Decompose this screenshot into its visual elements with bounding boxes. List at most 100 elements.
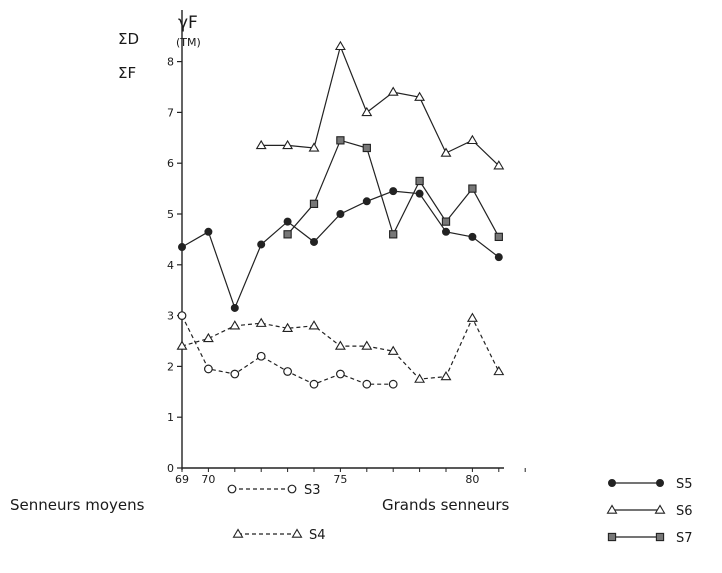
legend-marker-start (227, 484, 237, 494)
legend-marker-start (607, 532, 617, 542)
data-point (361, 106, 373, 117)
data-point (336, 136, 345, 145)
data-point (283, 230, 292, 239)
x-tick-label: 70 (201, 473, 215, 486)
data-point (178, 243, 186, 252)
data-point (389, 187, 398, 196)
data-point (309, 199, 319, 208)
data-point (230, 303, 239, 312)
legend-label: S4 (309, 528, 326, 543)
data-point (466, 312, 478, 322)
y-tick-label: 7 (167, 106, 174, 119)
data-point (310, 237, 318, 246)
y-tick-label: 1 (167, 411, 174, 424)
y-tick-label: 5 (167, 208, 174, 221)
series-s6 (255, 40, 505, 170)
y-tick-label: 3 (167, 310, 174, 323)
data-point (255, 139, 267, 150)
legend-marker-end (291, 528, 303, 538)
legend-group-title-grands: Grands senneurs (382, 496, 510, 514)
data-point (283, 367, 293, 376)
x-tick-label: 75 (333, 473, 347, 486)
data-point (362, 143, 371, 153)
data-point (204, 227, 213, 236)
x-tick-label: 69 (175, 473, 189, 486)
y-tick-label: 6 (167, 157, 174, 170)
data-point (415, 189, 424, 198)
data-point (336, 369, 345, 379)
series-line-s6 (261, 44, 500, 167)
legend-label: S3 (304, 483, 321, 498)
data-point (387, 86, 399, 96)
data-point (257, 240, 266, 249)
x-tick-label: 80 (465, 473, 479, 486)
data-point (388, 379, 398, 389)
y-axis-label-sum-f: ΣF (118, 64, 136, 82)
legend-label: S5 (676, 477, 693, 492)
data-point (494, 253, 503, 262)
y-axis-title: γF (178, 13, 198, 33)
data-point (361, 340, 373, 350)
series-layer (176, 40, 505, 389)
y-tick-label: 4 (167, 259, 174, 272)
data-point (334, 340, 346, 350)
legend-marker-end (655, 532, 665, 542)
data-point (441, 217, 451, 226)
data-point (308, 320, 320, 330)
legend-item-s5: S5 (608, 477, 693, 492)
data-point (415, 176, 424, 186)
data-point (283, 217, 292, 226)
data-point (362, 379, 372, 389)
legend-right: S5 S6 S7 (606, 477, 693, 546)
legend-label: S6 (676, 504, 693, 519)
data-point (229, 320, 241, 330)
data-point (202, 332, 214, 343)
y-axis-unit: (TM) (176, 36, 201, 49)
legend-marker-start (608, 479, 616, 487)
data-point (230, 369, 240, 379)
data-point (177, 311, 187, 321)
data-point (309, 379, 319, 389)
data-point (203, 364, 213, 374)
data-point (468, 232, 477, 241)
y-tick-label: 2 (167, 360, 174, 373)
data-point (442, 227, 450, 236)
data-point (466, 134, 478, 145)
data-point (256, 351, 266, 361)
data-point (440, 147, 452, 157)
series-s3 (177, 311, 398, 389)
data-point (282, 139, 294, 150)
legend-marker-end (656, 479, 664, 487)
data-point (334, 40, 346, 51)
data-point (494, 232, 503, 242)
legend-item-s6: S6 (606, 504, 693, 519)
legend-marker-start (606, 504, 618, 514)
y-ticks: 0 1 2 3 4 5 6 7 8 (167, 56, 182, 475)
legend-group-title-moyens: Senneurs moyens (10, 496, 145, 514)
data-point (493, 365, 505, 376)
series-s4 (176, 312, 505, 383)
data-point (414, 91, 426, 101)
legend-item-s4: S4 (232, 528, 326, 543)
data-point (440, 370, 452, 381)
data-point (362, 197, 371, 206)
data-point (387, 345, 399, 355)
y-tick-label: 0 (167, 462, 174, 475)
legend-left: S3 S4 (227, 483, 326, 543)
legend-item-s7: S7 (607, 531, 693, 546)
data-point (336, 210, 345, 218)
data-point (493, 160, 505, 170)
x-ticks: 69 70 75 80 (175, 468, 526, 486)
data-point (255, 317, 267, 327)
series-line-s5 (181, 190, 500, 310)
data-point (414, 373, 426, 383)
y-axis-label-sum-d: ΣD (118, 30, 139, 48)
data-point (308, 142, 320, 152)
legend-marker-start (232, 528, 244, 538)
series-s7 (283, 136, 503, 242)
data-point (468, 184, 477, 193)
y-tick-label: 8 (167, 56, 174, 69)
data-point (176, 340, 188, 350)
series-s5 (178, 187, 503, 312)
